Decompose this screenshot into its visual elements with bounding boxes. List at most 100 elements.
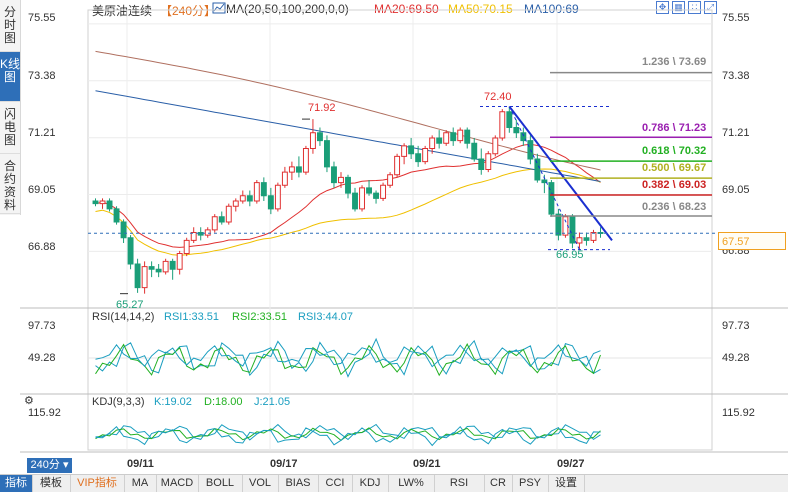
- indicator-tab-bar: 指标 模板 VIP指标 MA MACD BOLL VOL BIAS CCI KD…: [0, 474, 788, 492]
- trend-line: [508, 105, 613, 241]
- kdj-j-line: [95, 425, 601, 447]
- candle-body: [380, 184, 387, 199]
- candle-body: [324, 140, 330, 168]
- rsi-axis-label: 49.28: [28, 352, 56, 364]
- candle-body: [309, 132, 316, 149]
- side-tab-flash[interactable]: 闪电图: [0, 102, 20, 154]
- fib-level-label: 0.382 \ 69.03: [642, 179, 707, 191]
- fib-level-label: 1.236 \ 73.69: [642, 56, 707, 68]
- rsi2-line: [95, 343, 601, 377]
- tab-bias[interactable]: BIAS: [278, 475, 319, 492]
- dotted-grid-icon[interactable]: ∷: [688, 1, 701, 14]
- candle-body: [288, 166, 295, 173]
- tab-indicators[interactable]: 指标: [0, 475, 33, 492]
- high-annotation: 71.92: [308, 102, 336, 114]
- fullscreen-icon[interactable]: ⤢: [704, 1, 717, 14]
- candle-body: [422, 148, 429, 163]
- ma-icon: [212, 2, 226, 17]
- candle-body: [232, 200, 239, 207]
- candle-body: [141, 266, 148, 289]
- candle-body: [506, 111, 513, 128]
- date-label: 09/17: [270, 458, 298, 470]
- rsi1-line: [95, 337, 601, 378]
- candle-body: [169, 260, 176, 270]
- left-axis-label: 71.21: [28, 127, 56, 139]
- candle-body: [302, 148, 309, 173]
- candle-body: [534, 158, 541, 181]
- candle-body: [499, 111, 506, 139]
- kdj-j-value: J:21.05: [254, 396, 291, 408]
- gear-icon[interactable]: ⚙: [24, 395, 34, 407]
- grid-icon[interactable]: ▦: [672, 1, 685, 14]
- tab-settings[interactable]: 设置: [548, 475, 585, 492]
- period-selector[interactable]: 240分 ▾: [27, 458, 72, 473]
- fib-level-label: 0.500 \ 69.67: [642, 162, 707, 174]
- candle-body: [92, 200, 99, 205]
- candle-body: [471, 142, 478, 160]
- candle-body: [155, 268, 162, 273]
- rsi1-value: RSI1:33.51: [164, 311, 220, 323]
- fib-level-label: 0.618 \ 70.32: [642, 145, 707, 157]
- tab-psy[interactable]: PSY: [512, 475, 549, 492]
- candle-body: [134, 263, 141, 289]
- tab-vol[interactable]: VOL: [242, 475, 279, 492]
- candle-body: [492, 137, 499, 155]
- tab-boll[interactable]: BOLL: [198, 475, 243, 492]
- candle-body: [113, 208, 120, 223]
- candle-body: [204, 229, 211, 236]
- ma100-line: [95, 90, 601, 182]
- side-tab-timeshare[interactable]: 分时图: [0, 0, 20, 52]
- ma20-value: MA20:69.50: [374, 2, 439, 16]
- kdj-axis-label: 115.92: [722, 407, 755, 419]
- ma-params: MA(20,50,100,200,0,0): [226, 2, 349, 16]
- rsi-axis-label: 97.73: [722, 320, 750, 332]
- side-tab-bar: 分时图 K线图 闪电图 合约资料: [0, 0, 21, 215]
- candle-body: [590, 232, 597, 241]
- side-tab-kline[interactable]: K线图: [0, 52, 20, 102]
- candle-body: [316, 132, 323, 142]
- date-label: 09/27: [557, 458, 585, 470]
- tab-kdj[interactable]: KDJ: [352, 475, 389, 492]
- tab-template[interactable]: 模板: [32, 475, 71, 492]
- candle-body: [274, 184, 281, 210]
- candle-body: [120, 221, 127, 239]
- candle-body: [281, 171, 288, 186]
- candle-body: [260, 182, 267, 197]
- tab-lw[interactable]: LW%: [388, 475, 435, 492]
- kdj-d-value: D:18.00: [204, 396, 243, 408]
- tab-vip-indicators[interactable]: VIP指标: [70, 475, 125, 492]
- fib-level-label: 0.236 \ 68.23: [642, 201, 707, 213]
- candle-body: [190, 232, 197, 241]
- rsi2-value: RSI2:33.51: [232, 311, 288, 323]
- candle-body: [464, 129, 471, 144]
- candle-body: [352, 192, 358, 210]
- candle-body: [541, 179, 548, 184]
- candle-body: [197, 232, 204, 236]
- instrument-name: 美原油连续: [92, 4, 153, 18]
- right-axis-label: 73.38: [722, 70, 750, 82]
- low-annotation: 65.27: [116, 299, 144, 311]
- tab-ma[interactable]: MA: [124, 475, 157, 492]
- right-axis-label: 69.05: [722, 184, 750, 196]
- candle-body: [429, 137, 436, 149]
- right-axis-label: 71.21: [722, 127, 750, 139]
- candle-body: [436, 137, 443, 144]
- candle-body: [246, 195, 253, 202]
- candle-body: [401, 145, 408, 157]
- candle-body: [373, 192, 380, 199]
- candle-body: [359, 187, 365, 210]
- expand-icon[interactable]: ✥: [656, 1, 669, 14]
- candle-body: [331, 166, 337, 184]
- side-tab-contract-info[interactable]: 合约资料: [0, 154, 20, 214]
- left-axis-label: 75.55: [28, 12, 56, 24]
- tab-macd[interactable]: MACD: [156, 475, 199, 492]
- candle-body: [253, 182, 260, 202]
- chart-frame: [87, 9, 713, 451]
- tab-cr[interactable]: CR: [484, 475, 513, 492]
- kdj-k-value: K:19.02: [154, 396, 192, 408]
- candle-body: [443, 132, 450, 144]
- left-axis-label: 73.38: [28, 70, 56, 82]
- tab-rsi[interactable]: RSI: [434, 475, 485, 492]
- tab-cci[interactable]: CCI: [318, 475, 353, 492]
